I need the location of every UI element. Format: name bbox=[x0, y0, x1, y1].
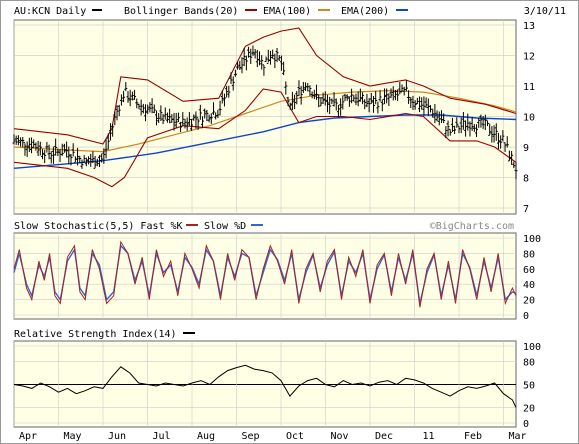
rsi-ytick-label: 80 bbox=[523, 357, 535, 368]
price-yticks: 7 8 9 10 11 12 13 bbox=[523, 21, 535, 215]
x-tick-label: Dec bbox=[375, 431, 393, 442]
price-ytick-label: 9 bbox=[523, 143, 529, 154]
stochastic-panel-bg bbox=[13, 232, 517, 320]
x-tick-label: Oct bbox=[286, 431, 304, 442]
price-panel-bg bbox=[13, 19, 517, 215]
stochastic-ytick-label: 20 bbox=[523, 296, 535, 307]
stochastic-series bbox=[13, 240, 517, 308]
ema200-label: EMA(200) bbox=[341, 6, 389, 17]
x-tick-label: Nov bbox=[330, 431, 348, 442]
stochastic-ytick-label: 60 bbox=[523, 265, 535, 276]
header-date: 3/10/11 bbox=[524, 6, 566, 17]
stochastic-ytick-label: 100 bbox=[523, 234, 541, 245]
ema100-line bbox=[13, 89, 517, 153]
x-axis: Apr May Jun Jul Aug Sep Oct Nov Dec 11 Feb Mar bbox=[19, 431, 527, 442]
bollinger-upper-line bbox=[13, 27, 517, 145]
symbol-label: AU:KCN Daily bbox=[14, 6, 86, 17]
x-tick-label: Jun bbox=[108, 431, 126, 442]
rsi-grid bbox=[13, 341, 516, 427]
stochastic-ytick-label: 80 bbox=[523, 249, 535, 260]
stochastic-ytick-label: 0 bbox=[523, 311, 529, 322]
rsi-ytick-label: 20 bbox=[523, 404, 535, 415]
x-tick-label: Feb bbox=[464, 431, 482, 442]
price-ytick-label: 7 bbox=[523, 204, 529, 215]
x-tick-label: 11 bbox=[423, 431, 435, 442]
ema100-label: EMA(100) bbox=[263, 6, 311, 17]
x-tick-label: Aug bbox=[197, 431, 215, 442]
price-ytick-label: 10 bbox=[523, 113, 535, 124]
x-tick-label: Sep bbox=[241, 431, 259, 442]
header-legend: AU:KCN Daily Bollinger Bands(20) EMA(100… bbox=[14, 6, 566, 17]
stochastic-slow-label: Slow %D bbox=[204, 221, 246, 232]
rsi-line bbox=[13, 364, 517, 408]
rsi-ytick-label: 50 bbox=[523, 381, 535, 392]
rsi-panel: Relative Strength Index(14) 0 20 50 80 100 bbox=[13, 329, 541, 430]
price-ytick-label: 11 bbox=[523, 82, 535, 93]
x-tick-label: Apr bbox=[19, 431, 37, 442]
stochastic-ytick-label: 40 bbox=[523, 280, 535, 291]
x-tick-label: Mar bbox=[509, 431, 527, 442]
price-series bbox=[12, 27, 518, 188]
price-ytick-label: 13 bbox=[523, 21, 535, 32]
bollinger-label: Bollinger Bands(20) bbox=[124, 6, 238, 17]
rsi-series bbox=[13, 364, 517, 408]
stochastic-label: Slow Stochastic(5,5) Fast %K bbox=[14, 221, 183, 232]
price-ytick-label: 12 bbox=[523, 52, 535, 63]
price-ytick-label: 8 bbox=[523, 174, 529, 185]
price-panel: 7 8 9 10 11 12 13 bbox=[12, 19, 535, 215]
stochastic-panel: Slow Stochastic(5,5) Fast %K Slow %D ©Bi… bbox=[13, 221, 541, 322]
rsi-label: Relative Strength Index(14) bbox=[14, 329, 177, 340]
stochastic-k-line bbox=[13, 240, 517, 308]
x-tick-label: Jul bbox=[152, 431, 170, 442]
rsi-ytick-label: 100 bbox=[523, 342, 541, 353]
stochastic-yticks: 0 20 40 60 80 100 bbox=[523, 234, 541, 322]
stochastic-grid bbox=[13, 233, 516, 319]
rsi-ytick-label: 0 bbox=[523, 419, 529, 430]
watermark: ©BigCharts.com bbox=[430, 221, 514, 232]
x-tick-label: May bbox=[63, 431, 81, 442]
rsi-yticks: 0 20 50 80 100 bbox=[523, 342, 541, 430]
bollinger-lower-line bbox=[13, 88, 517, 188]
